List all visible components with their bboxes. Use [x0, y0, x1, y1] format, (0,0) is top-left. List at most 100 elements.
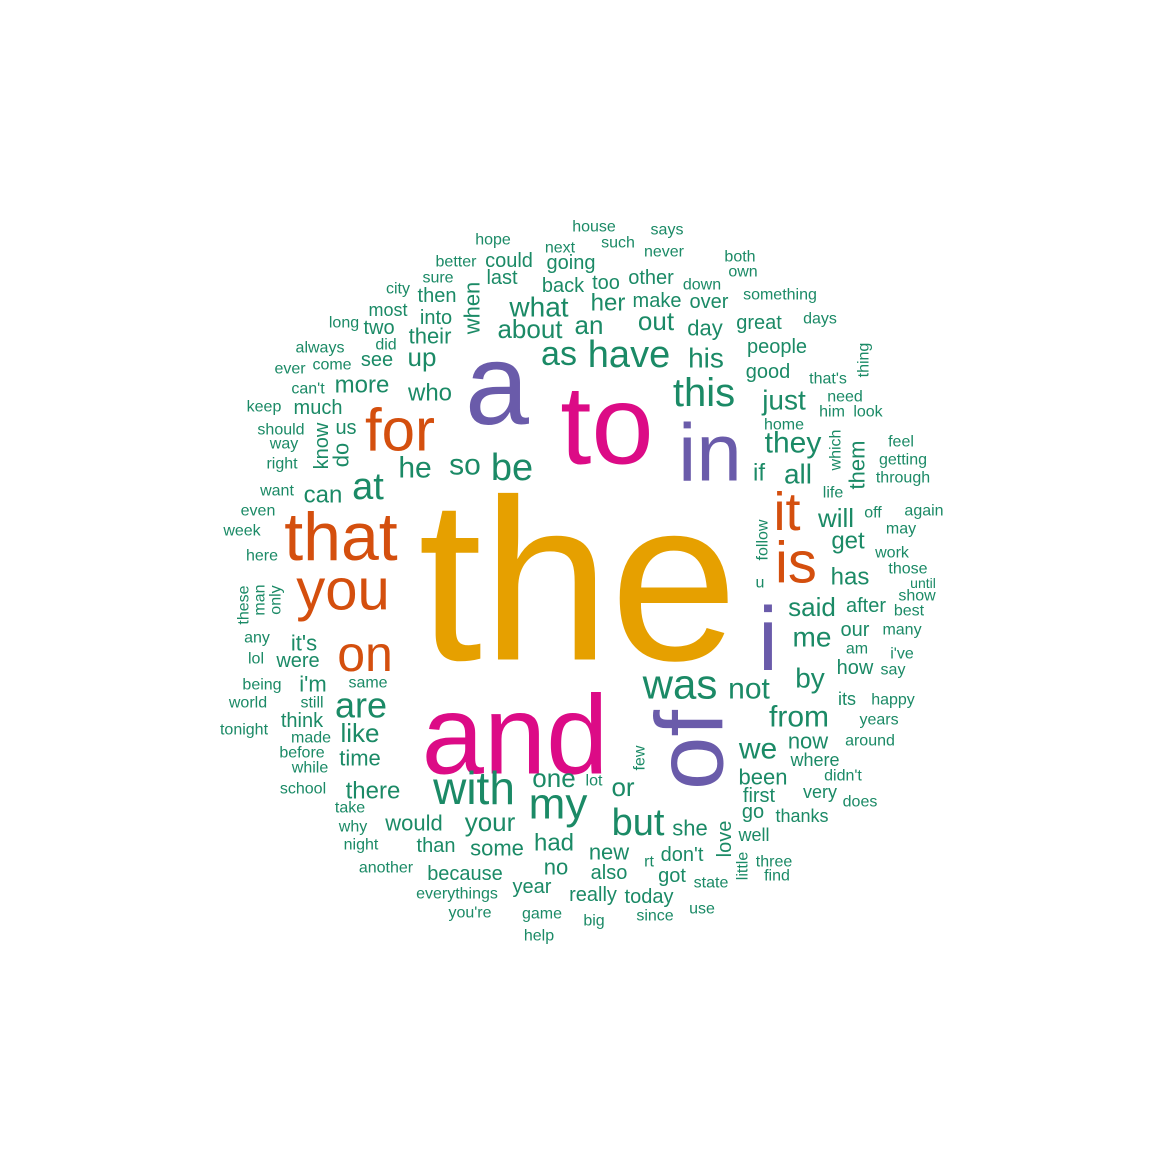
word-two: two	[363, 317, 394, 339]
word-down: down	[683, 277, 721, 294]
word-well: well	[737, 825, 769, 845]
word-all: all	[784, 459, 812, 490]
word-when: when	[460, 282, 485, 336]
word-help: help	[524, 928, 554, 945]
word-its: its	[838, 689, 856, 709]
word-around: around	[845, 733, 895, 750]
word-tonight: tonight	[220, 722, 269, 739]
word-home: home	[764, 417, 804, 434]
word-to: to	[560, 363, 653, 488]
word-work: work	[874, 545, 910, 562]
word-because: because	[427, 863, 503, 885]
word-only: only	[268, 585, 285, 614]
word-city: city	[386, 281, 410, 298]
word-back: back	[542, 275, 585, 297]
word-much: much	[294, 397, 343, 419]
word-any: any	[244, 630, 270, 647]
word-not: not	[728, 673, 770, 706]
word-lol: lol	[248, 651, 264, 668]
word-going: going	[547, 252, 596, 274]
word-game: game	[522, 906, 562, 923]
word-people: people	[747, 336, 807, 358]
word-been: been	[739, 765, 788, 790]
word-long: long	[329, 315, 359, 332]
word-life: life	[823, 485, 844, 502]
word-didn-apos-t: didn't	[824, 768, 862, 785]
word-day: day	[687, 316, 722, 341]
word-but: but	[612, 802, 665, 844]
word-an: an	[575, 310, 604, 340]
word-until: until	[910, 575, 936, 591]
word-had: had	[534, 830, 574, 857]
word-a: a	[465, 321, 529, 449]
word-then: then	[418, 285, 457, 307]
word-too: too	[592, 272, 620, 294]
word-am: am	[846, 641, 868, 658]
word-now: now	[788, 729, 828, 754]
word-before: before	[279, 745, 324, 762]
word-in: in	[678, 408, 742, 499]
word-your: your	[465, 807, 516, 837]
word-will: will	[817, 503, 854, 533]
word-little: little	[735, 852, 752, 881]
word-these: these	[236, 585, 253, 624]
word-over: over	[690, 291, 729, 313]
word-take: take	[335, 800, 365, 817]
word-week: week	[222, 523, 261, 540]
word-thing: thing	[856, 343, 873, 378]
word-into: into	[420, 307, 452, 329]
word-also: also	[591, 862, 628, 884]
word-good: good	[746, 361, 791, 383]
word-out: out	[638, 306, 675, 336]
word-would: would	[384, 811, 442, 836]
word-after: after	[846, 595, 886, 617]
word-should: should	[257, 422, 304, 439]
word-they: they	[765, 427, 822, 460]
word-feel: feel	[888, 434, 914, 451]
word-ever: ever	[274, 361, 306, 378]
word-may: may	[886, 521, 916, 538]
word-first: first	[743, 785, 776, 807]
word-today: today	[625, 886, 674, 908]
word-again: again	[904, 503, 943, 520]
word-than: than	[417, 835, 456, 857]
word-time: time	[339, 746, 381, 771]
word-year: year	[513, 876, 552, 898]
word-big: big	[583, 913, 604, 930]
word-can: can	[304, 482, 343, 509]
word-of: of	[637, 710, 744, 790]
word-at: at	[352, 466, 384, 508]
word-more: more	[335, 372, 390, 399]
word-and: and	[422, 673, 609, 798]
word-her: her	[591, 290, 626, 317]
word-happy: happy	[871, 692, 915, 709]
word-about: about	[497, 314, 563, 344]
word-need: need	[827, 389, 863, 406]
word-school: school	[280, 781, 326, 798]
word-those: those	[888, 561, 927, 578]
word-something: something	[743, 287, 817, 304]
word-such: such	[601, 235, 635, 252]
word-world: world	[228, 695, 267, 712]
word-here: here	[246, 548, 278, 565]
word-want: want	[259, 483, 294, 500]
word-next: next	[545, 240, 576, 257]
word-us: us	[335, 417, 356, 439]
word-same: same	[348, 675, 387, 692]
word-on: on	[337, 626, 393, 682]
word-you: you	[296, 558, 390, 623]
word-both: both	[724, 249, 755, 266]
word-best: best	[894, 603, 925, 620]
word-man: man	[252, 584, 269, 615]
word-said: said	[788, 592, 836, 622]
word-most: most	[368, 300, 407, 320]
word-last: last	[486, 267, 518, 289]
word-them: them	[845, 441, 870, 490]
word-since: since	[636, 908, 673, 925]
word-just: just	[761, 385, 806, 416]
word-as: as	[541, 335, 577, 373]
word-made: made	[291, 730, 331, 747]
word-it-apos-s: it's	[291, 631, 317, 656]
word-know: know	[311, 422, 333, 469]
